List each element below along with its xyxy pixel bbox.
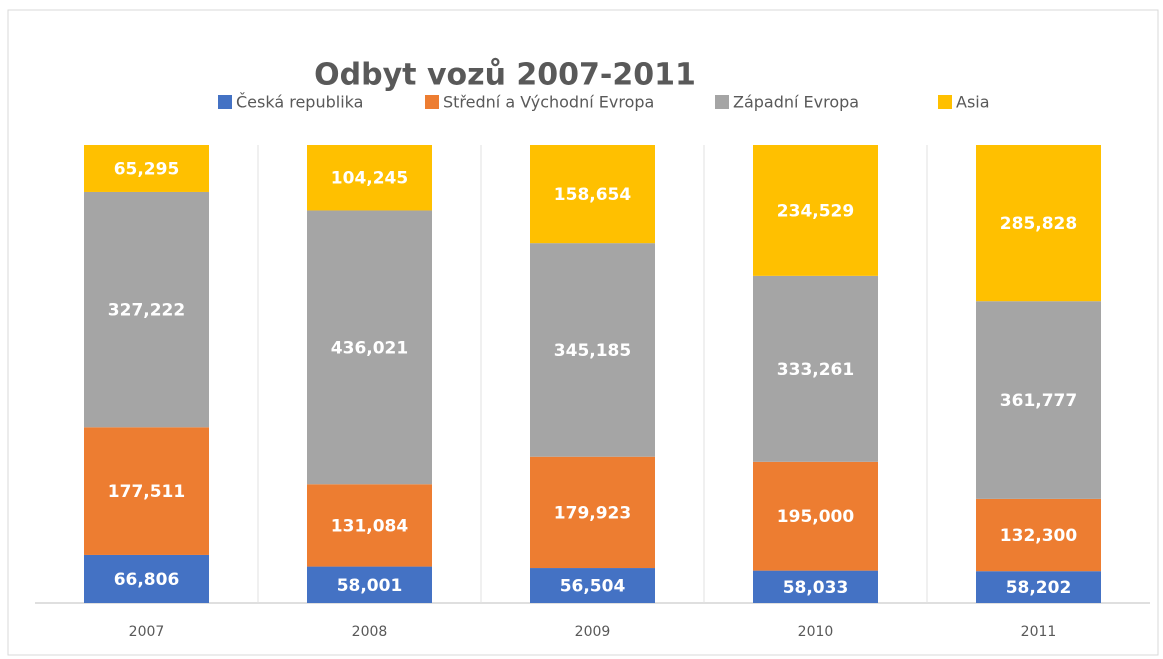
data-label: 195,000	[777, 507, 855, 527]
chart-title: Odbyt vozů 2007-2011	[314, 57, 696, 93]
data-label: 65,295	[114, 159, 180, 179]
bar-segment	[976, 571, 1101, 603]
bar-segment	[84, 554, 209, 603]
data-label: 104,245	[331, 169, 408, 189]
data-label: 234,529	[777, 201, 854, 221]
data-label: 158,654	[554, 185, 632, 205]
data-label: 179,923	[554, 503, 631, 523]
data-label: 333,261	[777, 360, 854, 380]
x-tick-label: 2007	[129, 624, 165, 640]
x-tick-label: 2008	[352, 624, 388, 640]
bar-segment	[530, 243, 655, 457]
legend-swatch	[218, 95, 232, 109]
bar-segment	[84, 427, 209, 555]
bar-segment	[753, 461, 878, 571]
bar-segment	[530, 568, 655, 603]
data-label: 345,185	[554, 341, 631, 361]
legend-label: Asia	[956, 93, 990, 112]
data-label: 58,033	[783, 578, 849, 598]
bar-segment	[307, 484, 432, 567]
bar-segment	[530, 456, 655, 569]
legend-swatch	[425, 95, 439, 109]
legend-label: Západní Evropa	[733, 93, 859, 112]
legend-swatch	[938, 95, 952, 109]
x-tick-label: 2009	[575, 624, 611, 640]
data-label: 361,777	[1000, 391, 1077, 411]
legend-label: Česká republika	[236, 93, 363, 112]
bar-segment	[753, 275, 878, 462]
bar-segment	[84, 145, 209, 192]
data-label: 66,806	[114, 570, 180, 590]
data-label: 58,001	[337, 576, 403, 596]
bar-segment	[976, 301, 1101, 499]
legend-swatch	[715, 95, 729, 109]
data-label: 58,202	[1006, 578, 1072, 598]
legend-label: Střední a Východní Evropa	[443, 93, 654, 112]
bar-segment	[307, 145, 432, 211]
bar-segment	[307, 566, 432, 603]
data-label: 177,511	[108, 482, 185, 502]
data-label: 56,504	[560, 577, 626, 597]
bar-segment	[976, 498, 1101, 572]
bar-segment	[753, 570, 878, 603]
bar-segment	[976, 145, 1101, 302]
data-label: 327,222	[108, 301, 185, 321]
data-label: 132,300	[1000, 526, 1078, 546]
bar-segment	[753, 145, 878, 276]
x-tick-label: 2010	[798, 624, 834, 640]
bar-segment	[307, 210, 432, 485]
bar-segment	[84, 191, 209, 428]
x-tick-label: 2011	[1021, 624, 1057, 640]
bar-segment	[530, 145, 655, 244]
data-label: 131,084	[331, 516, 409, 536]
data-label: 285,828	[1000, 214, 1077, 234]
data-label: 436,021	[331, 338, 408, 358]
